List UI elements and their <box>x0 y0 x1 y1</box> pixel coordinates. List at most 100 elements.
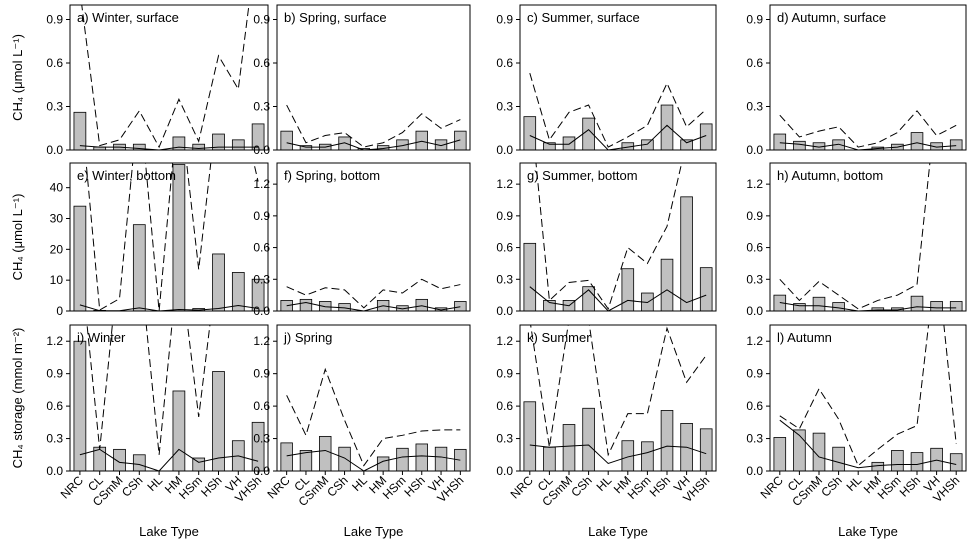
y-tick-label: 0.6 <box>253 399 270 413</box>
bar <box>680 196 693 311</box>
bar <box>280 442 293 471</box>
panel-title: f) Spring, bottom <box>284 168 380 183</box>
bar <box>660 104 674 150</box>
solid-line <box>286 139 461 150</box>
bar <box>680 139 693 150</box>
bar <box>338 446 351 471</box>
bar <box>543 446 556 471</box>
y-tick-label: 40 <box>50 181 64 195</box>
x-tick-label: HL <box>594 473 615 494</box>
solid-line <box>286 302 461 311</box>
bar <box>773 133 787 150</box>
panel-title: j) Spring <box>283 330 332 345</box>
bar <box>699 267 713 311</box>
y-tick-label: 1.2 <box>253 177 270 191</box>
bar <box>562 136 576 150</box>
y-tick-label: 0.0 <box>496 143 513 157</box>
panel-title: i) Winter <box>77 330 126 345</box>
bar <box>891 450 904 471</box>
x-tick-label: HSh <box>198 473 224 499</box>
y-tick-label: 0.3 <box>46 100 63 114</box>
bar <box>434 139 448 150</box>
panel <box>523 73 713 150</box>
x-tick-label: HSh <box>897 473 923 499</box>
bar <box>832 446 845 471</box>
x-tick-label: HL <box>844 473 865 494</box>
dashed-line <box>779 110 957 148</box>
plot-frame <box>69 4 269 151</box>
bar <box>251 278 265 311</box>
panel-title: h) Autumn, bottom <box>777 168 883 183</box>
bar <box>871 461 885 471</box>
y-tick-label: 0.9 <box>746 209 763 223</box>
bar <box>930 301 943 311</box>
y-tick-label: 0.9 <box>496 13 513 27</box>
y-tick-label: 0.6 <box>46 56 63 70</box>
x-tick-label: CSh <box>568 473 594 499</box>
bar <box>523 401 537 471</box>
x-tick-label: CSh <box>818 473 844 499</box>
panel-title: k) Summer <box>527 330 591 345</box>
bar <box>773 437 787 471</box>
panel <box>280 104 467 150</box>
panel-title: e) Winter, bottom <box>77 168 176 183</box>
bar <box>172 164 186 311</box>
bar <box>231 139 245 150</box>
y-tick-label: 0.9 <box>46 13 63 27</box>
panel <box>280 278 467 311</box>
y-tick-label: 0.3 <box>746 432 763 446</box>
bar <box>73 111 87 150</box>
y-axis-label: CH₄ storage (mmol m⁻²) <box>10 328 25 469</box>
bar <box>415 443 428 471</box>
y-tick-label: 0.3 <box>746 100 763 114</box>
dashed-line <box>530 325 707 457</box>
solid-line <box>79 145 259 150</box>
panel <box>773 325 963 471</box>
bar <box>562 424 576 471</box>
y-tick-label: 0.9 <box>746 13 763 27</box>
plot-frame <box>769 4 967 151</box>
y-tick-label: 0.3 <box>496 100 513 114</box>
bar <box>396 447 409 471</box>
panel <box>73 325 265 471</box>
panel-title: d) Autumn, surface <box>777 10 886 25</box>
plot-frame <box>276 4 471 151</box>
panel-title: l) Autumn <box>777 330 832 345</box>
bar <box>660 258 674 311</box>
y-tick-label: 0.6 <box>46 399 63 413</box>
bar <box>641 441 654 471</box>
bar <box>871 307 885 311</box>
bar <box>699 428 713 471</box>
y-tick-label: 0.3 <box>496 432 513 446</box>
bar <box>212 253 225 311</box>
bar <box>319 435 332 471</box>
y-tick-label: 0.6 <box>496 399 513 413</box>
y-tick-label: 0.6 <box>746 399 763 413</box>
x-tick-label: HSh <box>647 473 673 499</box>
bar <box>415 130 428 150</box>
dashed-line <box>286 367 461 467</box>
bar <box>319 301 332 311</box>
bar <box>910 132 924 150</box>
y-tick-label: 0.3 <box>253 432 270 446</box>
bar <box>454 301 467 311</box>
y-tick-label: 0.3 <box>496 272 513 286</box>
plot-frame <box>276 324 471 472</box>
bar <box>523 116 537 150</box>
x-tick-label: HSh <box>401 473 427 499</box>
y-tick-label: 0.0 <box>496 464 513 478</box>
x-tick-label: CSh <box>324 473 350 499</box>
plot-frame <box>519 162 717 312</box>
dashed-line <box>86 325 211 455</box>
panel <box>73 163 265 311</box>
y-tick-label: 0.3 <box>46 432 63 446</box>
y-tick-label: 0.0 <box>253 304 270 318</box>
bar <box>793 140 806 150</box>
solid-line <box>529 124 707 150</box>
panel-title: c) Summer, surface <box>527 10 640 25</box>
y-tick-label: 0.9 <box>253 209 270 223</box>
dashed-line <box>535 163 683 311</box>
y-tick-label: 30 <box>50 212 64 226</box>
plot-frame <box>276 162 471 312</box>
panel <box>523 325 713 471</box>
